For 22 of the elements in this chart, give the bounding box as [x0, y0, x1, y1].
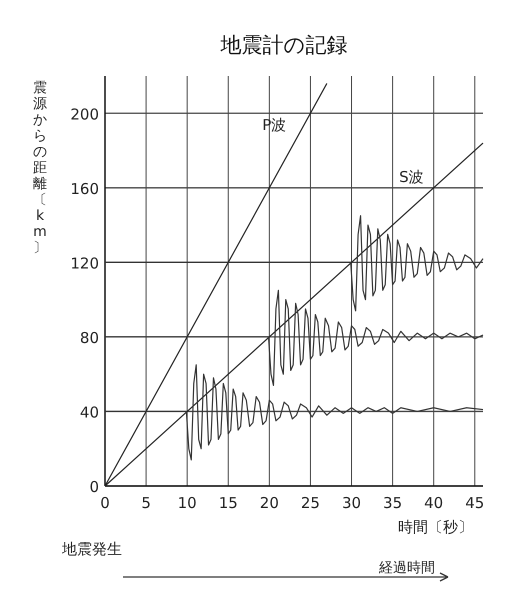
text: 経過時間 [378, 560, 435, 576]
text: 地震発生 [61, 540, 122, 558]
x-tick-label: 35 [383, 494, 402, 512]
x-tick-label: 45 [465, 494, 484, 512]
x-tick-label: 40 [424, 494, 444, 512]
x-tick-label: 20 [260, 494, 279, 512]
x-tick-label: 10 [178, 494, 197, 512]
x-tick-label: 30 [342, 494, 362, 512]
chart-title: 地震計の記録 [220, 33, 348, 57]
x-tick-label: 0 [100, 494, 110, 512]
y-tick-label: 160 [70, 180, 99, 198]
x-axis-title: 時間〔秒〕 [398, 518, 473, 536]
x-tick-label: 15 [218, 494, 238, 512]
y-tick-label: 80 [80, 328, 99, 347]
y-tick-label: 200 [70, 105, 99, 124]
x-tick-label: 5 [141, 494, 151, 512]
series-label: S波 [399, 168, 424, 186]
y-tick-label: 120 [70, 254, 99, 272]
y-tick-label: 40 [80, 403, 99, 422]
y-tick-label: 0 [89, 478, 99, 496]
text: 震源からの距離〔km〕 [33, 80, 47, 256]
x-tick-label: 25 [300, 494, 320, 512]
